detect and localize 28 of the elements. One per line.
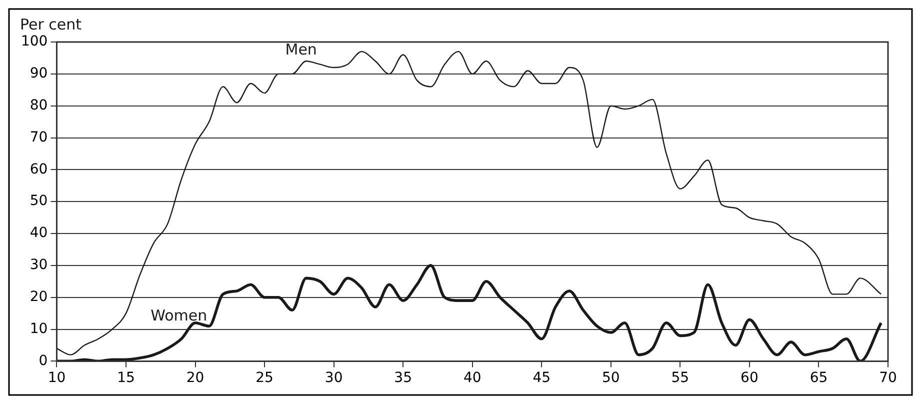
x-tick-label: 25 [256, 370, 274, 386]
y-tick-label: 50 [30, 193, 48, 210]
x-tick-label: 70 [879, 370, 897, 386]
x-tick-label: 40 [463, 370, 482, 386]
x-tick-label: 35 [394, 370, 412, 386]
y-tick-label: 40 [30, 225, 48, 242]
x-tick-label: 60 [740, 370, 758, 386]
line-series [56, 264, 882, 362]
series-label: Women [150, 306, 208, 324]
series-label: Men [285, 40, 317, 59]
y-tick-label: 70 [30, 129, 48, 146]
x-tick-label: 65 [810, 370, 828, 386]
x-tick-label: 30 [324, 370, 343, 386]
x-tick-label: 10 [48, 370, 66, 386]
y-tick-label: 60 [30, 161, 48, 178]
x-tick-label: 55 [671, 370, 690, 386]
x-tick-label: 15 [117, 370, 135, 386]
y-tick-label: 0 [38, 352, 48, 369]
y-tick-label: 100 [20, 34, 48, 50]
y-tick-label: 30 [30, 257, 48, 274]
y-axis-title: Per cent [20, 15, 82, 34]
y-tick-label: 90 [30, 66, 48, 82]
y-tick-label: 80 [30, 97, 48, 114]
x-tick-label: 45 [532, 370, 551, 386]
y-tick-label: 10 [30, 320, 48, 337]
x-tick-label: 50 [602, 370, 620, 386]
y-tick-label: 20 [30, 289, 48, 305]
x-tick-label: 20 [186, 370, 204, 386]
